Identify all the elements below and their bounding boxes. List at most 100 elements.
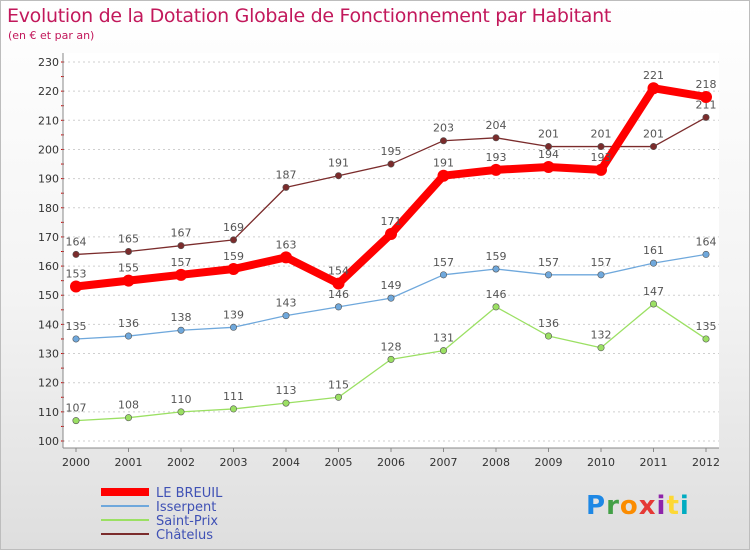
data-point [125,332,133,340]
data-point [177,408,185,416]
data-label: 146 [328,288,349,301]
data-point [492,134,500,142]
data-point [125,248,133,256]
data-label: 111 [223,390,244,403]
data-point [122,274,135,287]
data-point [544,271,552,279]
data-label: 218 [696,78,717,91]
data-label: 194 [538,148,559,161]
data-point [230,323,238,331]
x-tick-label: 2009 [535,456,563,469]
y-tick-label: 220 [38,85,59,98]
data-point [334,172,342,180]
y-tick-label: 200 [38,143,59,156]
data-label: 211 [696,98,717,111]
data-label: 157 [538,256,559,269]
data-point [175,268,187,281]
data-point [177,242,185,250]
data-label: 171 [381,215,402,228]
series-isserpent: 135 136 138 139 143 146 149 157 159 157 157 161 164 [66,235,717,343]
data-label: 221 [643,69,664,82]
legend-label: LE BREUIL [156,486,223,501]
data-label: 147 [643,285,664,298]
data-label: 131 [433,332,454,345]
proxiti-logo: Proxiti [586,491,690,521]
legend-label: Isserpent [156,500,216,515]
y-tick-label: 110 [38,406,59,419]
data-point [544,332,552,340]
chart-title: Evolution de la Dotation Globale de Fonc… [7,5,612,27]
y-tick-label: 180 [38,202,59,215]
data-point [649,300,657,308]
data-point [597,143,605,151]
data-point [492,265,500,273]
data-label: 135 [696,320,717,333]
data-label: 146 [486,288,507,301]
data-label: 154 [328,265,349,278]
chart-subtitle: (en € et par an) [8,29,95,42]
logo-letter: r [606,491,620,521]
series-le-breuil: 153 155 157 159 163 154 171 191 193 194 193 221 218 [66,69,717,293]
data-label: 108 [118,399,139,412]
x-tick-label: 2010 [587,456,615,469]
data-point [542,160,555,173]
data-label: 191 [328,157,349,170]
logo-letter: P [586,491,607,521]
data-label: 153 [66,267,87,280]
x-tick-label: 2008 [482,456,510,469]
logo-letter: t [666,491,680,521]
data-point [72,250,80,258]
y-tick-label: 150 [38,289,59,302]
logo-letter: x [638,491,657,521]
data-label: 204 [486,119,507,132]
data-point [647,82,660,95]
data-point [334,303,342,311]
legend-label: Châtelus [156,528,213,543]
legend-label: Saint-Prix [156,514,218,529]
y-tick-label: 100 [38,435,59,448]
y-tick-label: 230 [38,56,59,69]
y-tick-label: 130 [38,348,59,361]
y-tick-label: 170 [38,231,59,244]
data-label: 155 [118,262,139,275]
data-point [492,303,500,311]
data-label: 157 [591,256,612,269]
plot-area [63,53,719,448]
data-point [387,160,395,168]
data-label: 157 [433,256,454,269]
data-point [282,399,290,407]
y-tick-label: 210 [38,114,59,127]
x-tick-label: 2000 [62,456,90,469]
data-point [700,90,712,103]
data-label: 163 [276,238,297,251]
data-point [702,113,710,121]
data-label: 164 [66,235,87,248]
data-label: 169 [223,221,244,234]
logo-letter: i [656,491,667,521]
x-tick-label: 2011 [640,456,668,469]
data-point [230,236,238,244]
data-label: 107 [66,402,87,415]
data-label: 143 [276,297,297,310]
data-point [544,143,552,151]
data-point [595,163,607,176]
data-label: 161 [643,244,664,257]
x-tick-label: 2001 [115,456,143,469]
data-label: 203 [433,122,454,135]
y-tick-label: 160 [38,260,59,273]
x-tick-label: 2007 [430,456,458,469]
data-point [230,405,238,413]
data-label: 128 [381,340,402,353]
data-point [72,417,80,425]
data-point [125,414,133,422]
data-point [437,169,450,182]
logo-letter: o [619,491,639,521]
data-point [702,335,710,343]
data-label: 132 [591,329,612,342]
data-point [702,250,710,258]
data-point [70,280,82,293]
data-point [490,163,502,176]
data-label: 201 [591,128,612,141]
data-label: 165 [118,233,139,246]
